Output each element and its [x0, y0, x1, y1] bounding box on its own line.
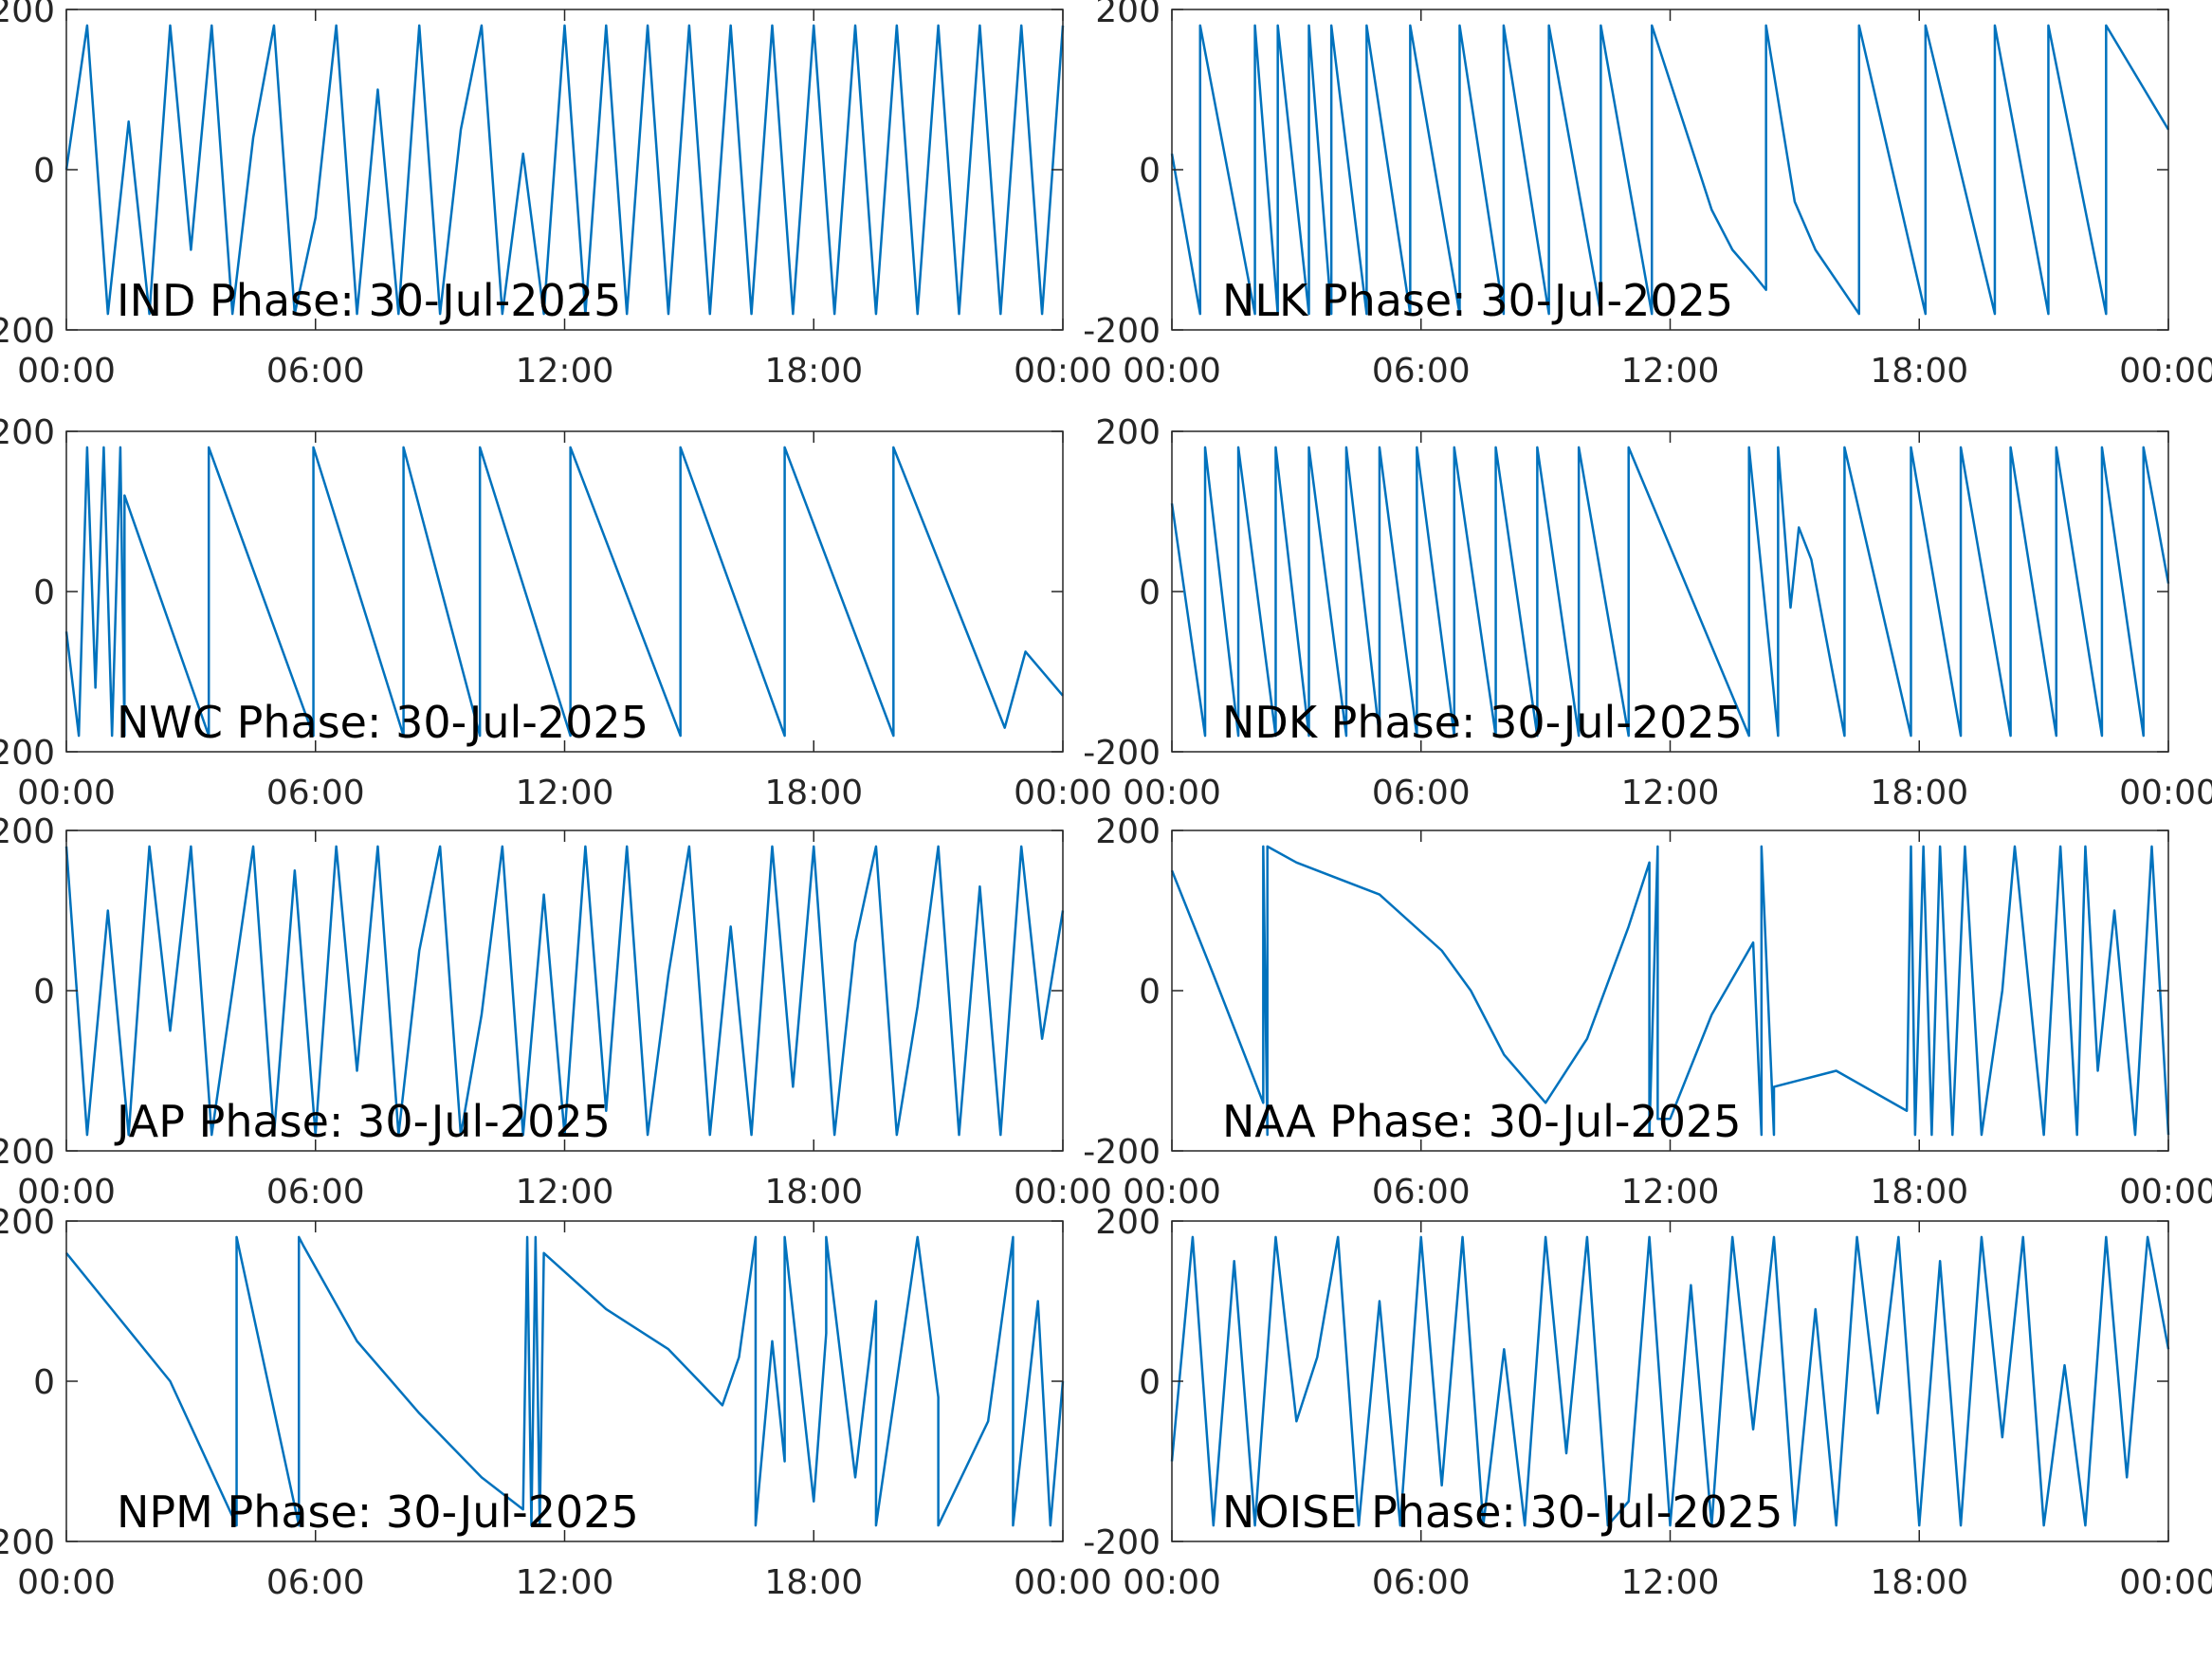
y-tick-label: 0 — [1139, 152, 1161, 191]
annotation: NOISE Phase: 30-Jul-2025 — [1222, 1486, 1782, 1538]
x-tick-label: 00:00 — [1014, 1173, 1112, 1212]
y-tick-label: -200 — [1083, 734, 1161, 773]
plot-area — [66, 431, 1063, 752]
x-tick-label: 00:00 — [2119, 774, 2212, 812]
plot-area — [1172, 431, 2168, 752]
annotation: IND Phase: 30-Jul-2025 — [117, 275, 621, 326]
x-tick-label: 00:00 — [2119, 352, 2212, 391]
phase-line — [64, 24, 1065, 316]
y-tick-label: 0 — [1139, 1363, 1161, 1402]
phase-line — [1170, 845, 2170, 1137]
y-tick-label: 200 — [0, 413, 55, 452]
x-tick-label: 18:00 — [764, 774, 863, 812]
plot-area — [1172, 1221, 2168, 1541]
phase-line — [65, 1235, 1065, 1527]
phase-line — [1170, 24, 2170, 316]
phase-line — [64, 845, 1065, 1137]
plot-area — [66, 9, 1063, 330]
x-tick-label: 12:00 — [516, 352, 614, 391]
x-tick-label: 00:00 — [1014, 1563, 1112, 1602]
y-tick-label: 0 — [1139, 574, 1161, 612]
x-tick-label: 00:00 — [1014, 774, 1112, 812]
x-tick-label: 12:00 — [1621, 774, 1720, 812]
y-tick-label: 0 — [33, 1363, 55, 1402]
x-tick-label: 06:00 — [1372, 1563, 1471, 1602]
y-tick-label: -200 — [1083, 312, 1161, 351]
y-tick-label: 200 — [0, 1203, 55, 1242]
x-tick-label: 00:00 — [1123, 1173, 1221, 1212]
y-tick-label: -200 — [0, 1523, 55, 1562]
x-tick-label: 00:00 — [17, 1173, 116, 1212]
y-tick-label: 200 — [0, 0, 55, 30]
y-tick-label: 200 — [1095, 413, 1161, 452]
x-tick-label: 06:00 — [266, 774, 365, 812]
y-tick-label: -200 — [0, 1133, 55, 1172]
annotation: NPM Phase: 30-Jul-2025 — [117, 1486, 639, 1538]
x-tick-label: 18:00 — [1870, 774, 1968, 812]
annotation: NWC Phase: 30-Jul-2025 — [117, 697, 649, 748]
x-tick-label: 18:00 — [764, 352, 863, 391]
y-tick-label: 200 — [1095, 812, 1161, 851]
x-tick-label: 06:00 — [1372, 352, 1471, 391]
annotation: JAP Phase: 30-Jul-2025 — [114, 1096, 611, 1147]
phase-line — [1170, 1235, 2170, 1527]
x-tick-label: 06:00 — [1372, 774, 1471, 812]
x-tick-label: 12:00 — [1621, 1173, 1720, 1212]
y-tick-label: -200 — [0, 734, 55, 773]
x-tick-label: 12:00 — [1621, 1563, 1720, 1602]
x-tick-label: 00:00 — [1123, 1563, 1221, 1602]
x-tick-label: 00:00 — [17, 352, 116, 391]
y-tick-label: 0 — [1139, 973, 1161, 1012]
phase-line — [1170, 446, 2170, 738]
annotation: NLK Phase: 30-Jul-2025 — [1222, 275, 1733, 326]
x-tick-label: 06:00 — [266, 1563, 365, 1602]
y-tick-label: -200 — [0, 312, 55, 351]
x-tick-label: 00:00 — [1123, 774, 1221, 812]
x-tick-label: 12:00 — [516, 1563, 614, 1602]
y-tick-label: -200 — [1083, 1133, 1161, 1172]
x-tick-label: 12:00 — [516, 1173, 614, 1212]
x-tick-label: 00:00 — [1123, 352, 1221, 391]
x-tick-label: 06:00 — [266, 1173, 365, 1212]
x-tick-label: 00:00 — [2119, 1563, 2212, 1602]
x-tick-label: 00:00 — [17, 1563, 116, 1602]
y-tick-label: 200 — [1095, 1203, 1161, 1242]
x-tick-label: 18:00 — [764, 1563, 863, 1602]
x-tick-label: 18:00 — [1870, 1563, 1968, 1602]
x-tick-label: 18:00 — [1870, 352, 1968, 391]
y-tick-label: -200 — [1083, 1523, 1161, 1562]
y-tick-label: 200 — [0, 812, 55, 851]
x-tick-label: 12:00 — [516, 774, 614, 812]
annotation: NAA Phase: 30-Jul-2025 — [1222, 1096, 1742, 1147]
y-tick-label: 200 — [1095, 0, 1161, 30]
x-tick-label: 18:00 — [1870, 1173, 1968, 1212]
x-tick-label: 06:00 — [266, 352, 365, 391]
x-tick-label: 06:00 — [1372, 1173, 1471, 1212]
annotation: NDK Phase: 30-Jul-2025 — [1222, 697, 1743, 748]
y-tick-label: 0 — [33, 152, 55, 191]
phase-line — [64, 446, 1064, 738]
x-tick-label: 12:00 — [1621, 352, 1720, 391]
y-tick-label: 0 — [33, 574, 55, 612]
x-tick-label: 00:00 — [17, 774, 116, 812]
x-tick-label: 18:00 — [764, 1173, 863, 1212]
x-tick-label: 00:00 — [1014, 352, 1112, 391]
y-tick-label: 0 — [33, 973, 55, 1012]
x-tick-label: 00:00 — [2119, 1173, 2212, 1212]
